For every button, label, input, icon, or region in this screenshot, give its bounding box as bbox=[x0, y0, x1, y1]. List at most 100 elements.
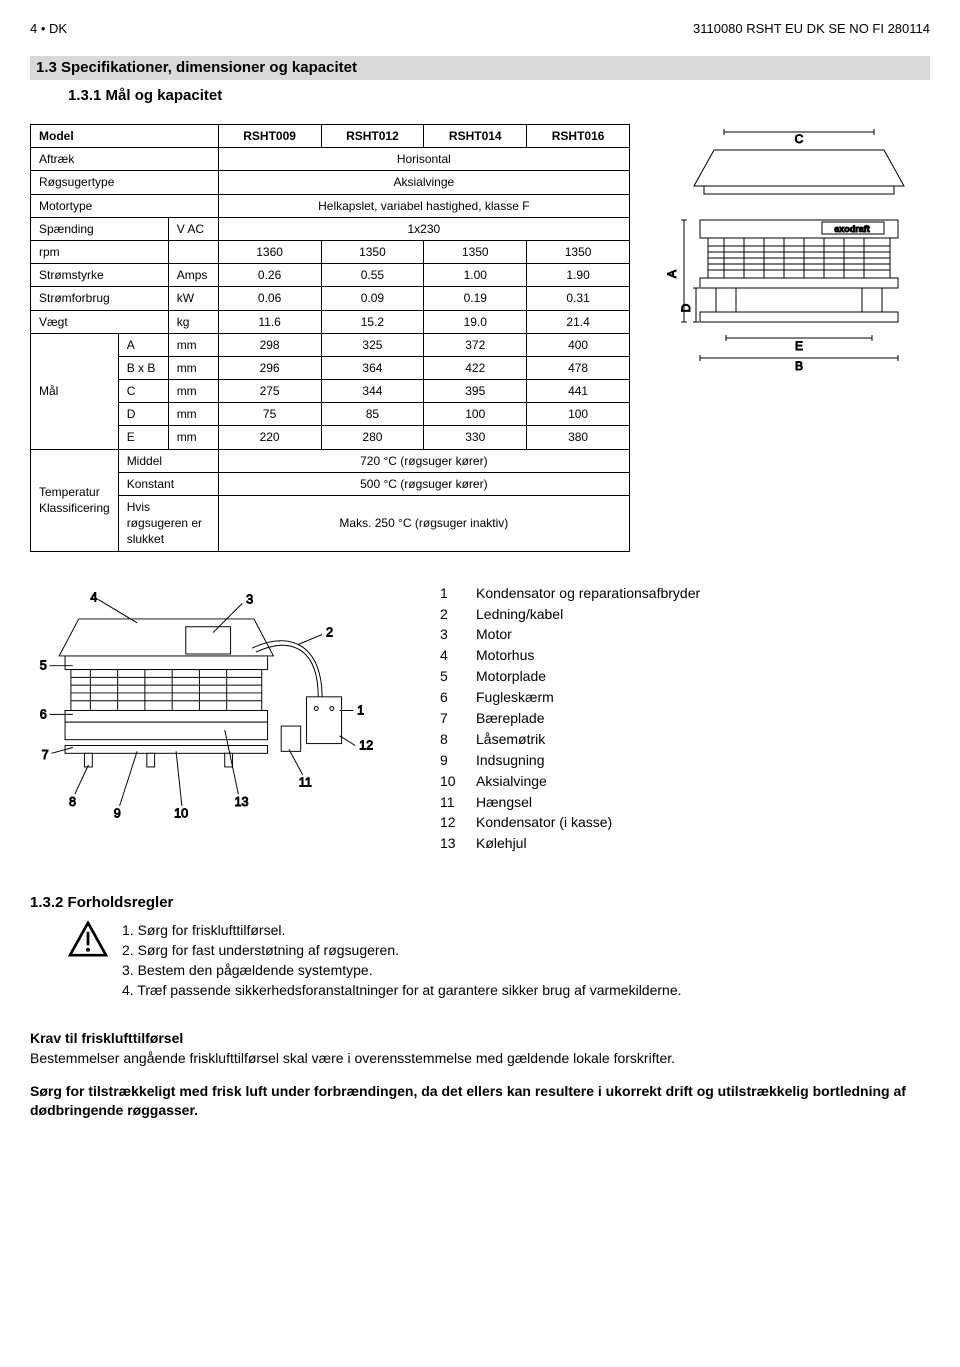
legend-text: Fugleskærm bbox=[476, 688, 554, 707]
header-right: 3110080 RSHT EU DK SE NO FI 280114 bbox=[693, 20, 930, 38]
cell-label: Motortype bbox=[31, 194, 219, 217]
legend-num: 5 bbox=[440, 667, 462, 686]
cell-value: 296 bbox=[218, 356, 321, 379]
table-row: Strømstyrke Amps 0.26 0.55 1.00 1.90 bbox=[31, 264, 630, 287]
comp-label-10: 10 bbox=[174, 806, 188, 820]
cell-value: 1x230 bbox=[218, 217, 629, 240]
cell-unit bbox=[168, 240, 218, 263]
cell-value: 330 bbox=[424, 426, 527, 449]
cell-value: 11.6 bbox=[218, 310, 321, 333]
cell-value: 0.26 bbox=[218, 264, 321, 287]
table-row: Model RSHT009 RSHT012 RSHT014 RSHT016 bbox=[31, 125, 630, 148]
krav-heading: Krav til frisklufttilførsel bbox=[30, 1029, 930, 1048]
legend-row: 2 Ledning/kabel bbox=[440, 605, 700, 624]
legend-num: 10 bbox=[440, 772, 462, 791]
legend-text: Kondensator og reparationsafbryder bbox=[476, 584, 700, 603]
legend-num: 2 bbox=[440, 605, 462, 624]
legend-text: Ledning/kabel bbox=[476, 605, 563, 624]
cell-value: 395 bbox=[424, 380, 527, 403]
cell-unit: mm bbox=[168, 356, 218, 379]
legend-row: 8Låsemøtrik bbox=[440, 730, 700, 749]
table-row: C mm 275 344 395 441 bbox=[31, 380, 630, 403]
components-row: 4 3 2 1 12 11 5 6 7 8 9 bbox=[30, 580, 930, 857]
spec-table: Model RSHT009 RSHT012 RSHT014 RSHT016 Af… bbox=[30, 124, 630, 552]
cell-value: 1.00 bbox=[424, 264, 527, 287]
cell-value: 75 bbox=[218, 403, 321, 426]
table-row: Spænding V AC 1x230 bbox=[31, 217, 630, 240]
comp-label-4: 4 bbox=[90, 590, 97, 604]
cell-value: 1.90 bbox=[527, 264, 630, 287]
cell-value: 720 °C (røgsuger kører) bbox=[218, 449, 629, 472]
legend-row: 9Indsugning bbox=[440, 751, 700, 770]
cell-value: 441 bbox=[527, 380, 630, 403]
cell-unit: mm bbox=[168, 403, 218, 426]
cell-value: 220 bbox=[218, 426, 321, 449]
cell-value: 0.31 bbox=[527, 287, 630, 310]
warning-item: 4. Træf passende sikkerhedsforanstaltnin… bbox=[122, 981, 682, 1000]
legend-row: 13Kølehjul bbox=[440, 834, 700, 853]
section-title: 1.3 Specifikationer, dimensioner og kapa… bbox=[30, 56, 930, 80]
cell-value: 280 bbox=[321, 426, 424, 449]
cell-value: 1350 bbox=[321, 240, 424, 263]
col-c1: RSHT009 bbox=[218, 125, 321, 148]
legend-row: 4Motorhus bbox=[440, 646, 700, 665]
table-row: Konstant 500 °C (røgsuger kører) bbox=[31, 472, 630, 495]
legend-num: 7 bbox=[440, 709, 462, 728]
cell-value: 372 bbox=[424, 333, 527, 356]
cell-key: Hvis røgsugeren er slukket bbox=[118, 496, 218, 552]
comp-label-9: 9 bbox=[114, 806, 121, 820]
col-model: Model bbox=[31, 125, 219, 148]
table-row: Vægt kg 11.6 15.2 19.0 21.4 bbox=[31, 310, 630, 333]
legend-num: 3 bbox=[440, 625, 462, 644]
cell-label: Røgsugertype bbox=[31, 171, 219, 194]
cell-unit: mm bbox=[168, 380, 218, 403]
cell-label: Strømforbrug bbox=[31, 287, 169, 310]
legend-text: Motorhus bbox=[476, 646, 534, 665]
dim-label-c: C bbox=[795, 132, 804, 146]
table-row: Temperatur Klassificering Middel 720 °C … bbox=[31, 449, 630, 472]
cell-value: 298 bbox=[218, 333, 321, 356]
cell-unit: kW bbox=[168, 287, 218, 310]
cell-value: 344 bbox=[321, 380, 424, 403]
warning-item: 2. Sørg for fast understøtning af røgsug… bbox=[122, 941, 682, 960]
cell-value: 100 bbox=[424, 403, 527, 426]
cell-value: Aksialvinge bbox=[218, 171, 629, 194]
legend-text: Kondensator (i kasse) bbox=[476, 813, 612, 832]
legend-row: 6Fugleskærm bbox=[440, 688, 700, 707]
krav-bold: Sørg for tilstrækkeligt med frisk luft u… bbox=[30, 1082, 930, 1120]
cell-value: 422 bbox=[424, 356, 527, 379]
cell-label: rpm bbox=[31, 240, 169, 263]
cell-dim: A bbox=[118, 333, 168, 356]
cell-value: 380 bbox=[527, 426, 630, 449]
forholdsregler-heading: 1.3.2 Forholdsregler bbox=[30, 893, 930, 913]
page-header: 4 • DK 3110080 RSHT EU DK SE NO FI 28011… bbox=[30, 20, 930, 38]
table-row: D mm 75 85 100 100 bbox=[31, 403, 630, 426]
cell-label: Spænding bbox=[31, 217, 169, 240]
cell-unit: Amps bbox=[168, 264, 218, 287]
table-row: Hvis røgsugeren er slukket Maks. 250 °C … bbox=[31, 496, 630, 552]
cell-value: 0.55 bbox=[321, 264, 424, 287]
comp-label-13: 13 bbox=[234, 794, 248, 808]
cell-dim: B x B bbox=[118, 356, 168, 379]
cell-value: 21.4 bbox=[527, 310, 630, 333]
legend-row: 7Bæreplade bbox=[440, 709, 700, 728]
legend-text: Aksialvinge bbox=[476, 772, 547, 791]
cell-value: 19.0 bbox=[424, 310, 527, 333]
legend-text: Motorplade bbox=[476, 667, 546, 686]
comp-label-5: 5 bbox=[40, 658, 47, 672]
dim-label-e: E bbox=[795, 339, 803, 353]
table-row: B x B mm 296 364 422 478 bbox=[31, 356, 630, 379]
table-row: Mål A mm 298 325 372 400 bbox=[31, 333, 630, 356]
cell-label: Aftræk bbox=[31, 148, 219, 171]
cell-value: 325 bbox=[321, 333, 424, 356]
krav-body: Bestemmelser angående frisklufttilførsel… bbox=[30, 1049, 930, 1068]
dim-label-d: D bbox=[679, 303, 693, 312]
col-c3: RSHT014 bbox=[424, 125, 527, 148]
legend-num: 13 bbox=[440, 834, 462, 853]
table-row: Aftræk Horisontal bbox=[31, 148, 630, 171]
spec-row: Model RSHT009 RSHT012 RSHT014 RSHT016 Af… bbox=[30, 124, 930, 552]
dim-label-a: A bbox=[665, 270, 679, 278]
cell-value: 0.09 bbox=[321, 287, 424, 310]
legend-num: 8 bbox=[440, 730, 462, 749]
legend-num: 11 bbox=[440, 793, 462, 812]
